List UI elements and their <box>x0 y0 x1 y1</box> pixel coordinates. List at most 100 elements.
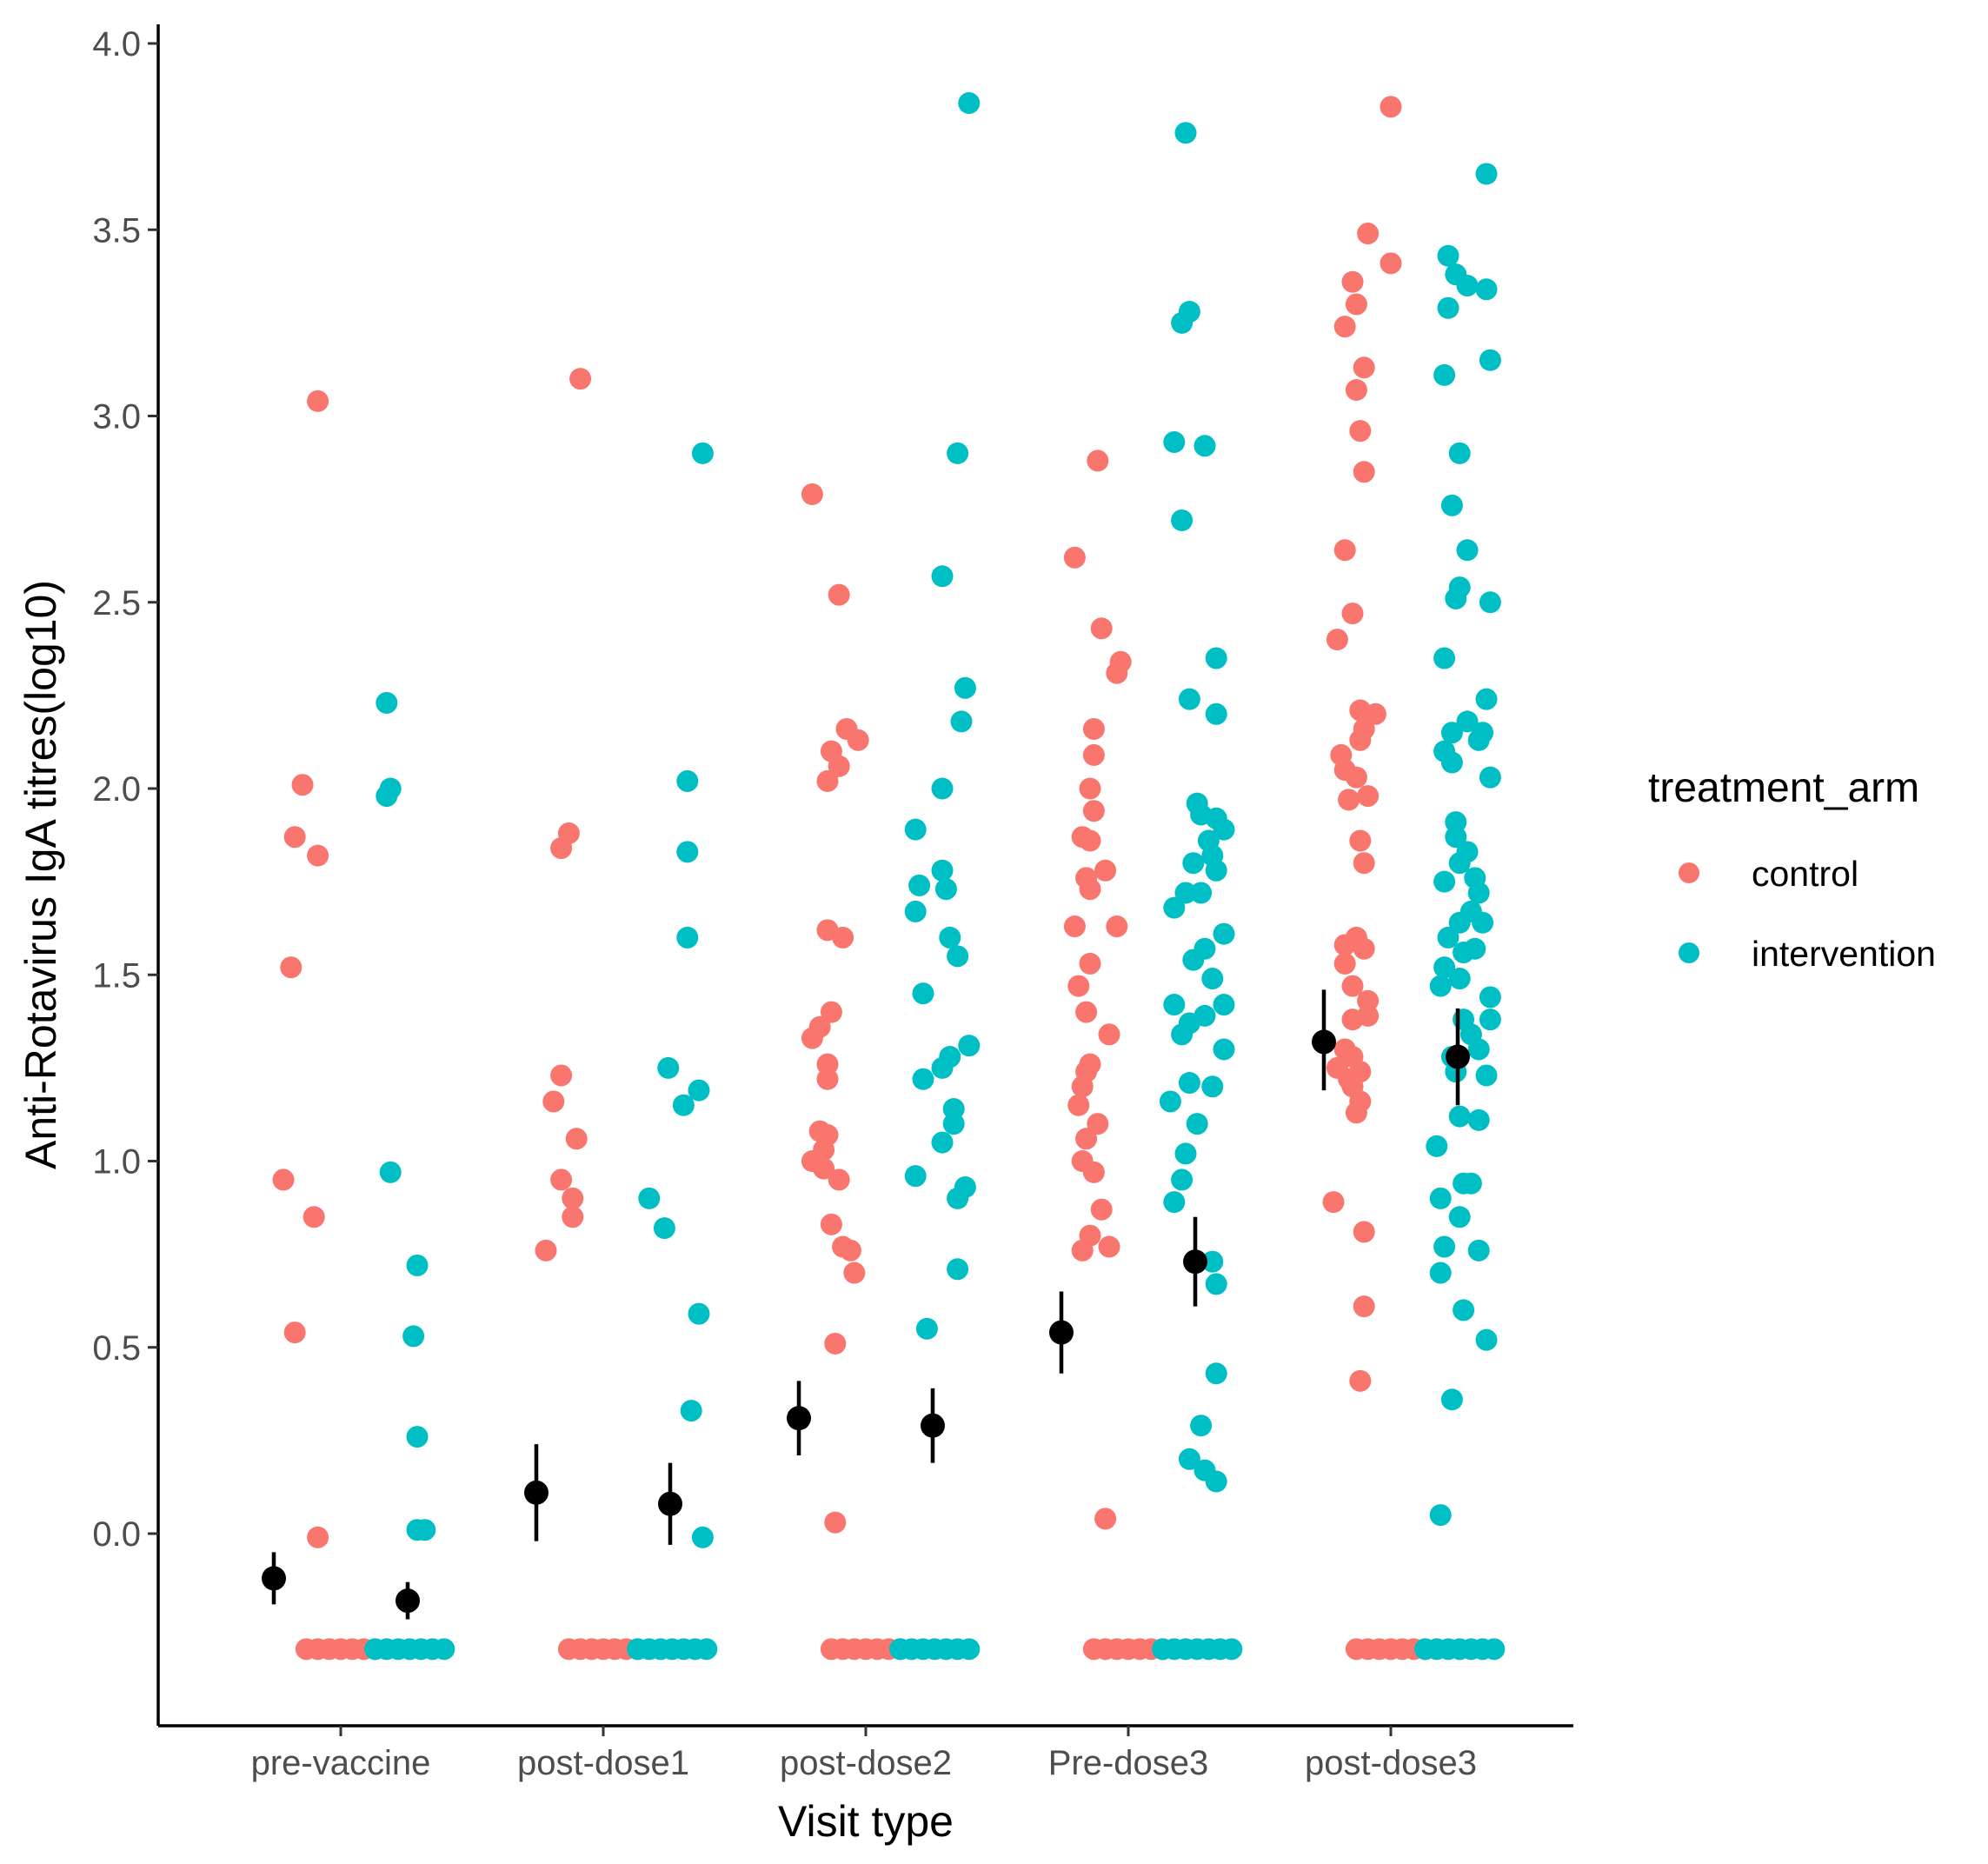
data-point-intervention <box>904 818 927 841</box>
data-point-control <box>1071 1075 1094 1098</box>
data-point-control <box>291 774 314 796</box>
y-tick-label: 2.0 <box>92 770 141 809</box>
data-point-intervention <box>672 1094 695 1116</box>
y-tick-label: 0.5 <box>92 1329 141 1368</box>
data-point-intervention <box>1429 1504 1452 1527</box>
data-point-intervention <box>1190 882 1213 904</box>
data-point-intervention <box>1467 1108 1490 1131</box>
data-point-control <box>839 1239 861 1262</box>
data-point-control <box>1071 826 1094 849</box>
y-tick-label: 0.0 <box>92 1515 141 1554</box>
data-point-intervention <box>1445 587 1467 609</box>
data-point-intervention <box>1479 986 1501 1009</box>
data-point-control <box>1341 270 1364 293</box>
data-point-intervention <box>1453 1299 1475 1321</box>
data-point-intervention <box>653 1217 675 1240</box>
data-point-intervention <box>1193 435 1216 457</box>
data-point-control <box>1357 989 1380 1012</box>
data-point-intervention <box>1437 296 1459 319</box>
data-point-intervention <box>1159 1090 1181 1113</box>
data-point-control <box>1345 1102 1367 1124</box>
legend-label-control: control <box>1752 854 1858 894</box>
data-point-intervention <box>691 1526 714 1548</box>
legend-label-intervention: intervention <box>1752 934 1936 974</box>
data-point-intervention <box>1213 922 1235 945</box>
data-point-intervention <box>1456 539 1479 562</box>
data-point-control <box>1079 952 1101 975</box>
data-point-intervention <box>406 1426 429 1448</box>
data-point-control <box>1380 96 1402 118</box>
legend-key-control <box>1679 862 1699 883</box>
data-point-control <box>1357 1004 1380 1027</box>
data-point-control <box>1353 1295 1375 1318</box>
data-point-control <box>828 1168 850 1191</box>
data-point-control <box>1106 915 1128 938</box>
data-point-control <box>550 1064 573 1087</box>
data-point-intervention <box>1475 1064 1498 1087</box>
y-ticks: 0.0 0.5 1.0 1.5 2.0 2.5 3.0 3.5 4.0 <box>92 25 158 1554</box>
data-point-control <box>816 769 839 792</box>
data-point-intervention <box>1220 1638 1243 1661</box>
data-point-intervention <box>931 859 954 882</box>
data-point-intervention <box>1178 1072 1200 1095</box>
data-point-intervention <box>688 1302 710 1325</box>
data-point-intervention <box>1440 751 1463 774</box>
mean-point <box>787 1406 811 1431</box>
data-point-control <box>535 1239 557 1262</box>
data-point-control <box>1082 1161 1105 1183</box>
data-point-intervention <box>1213 994 1235 1016</box>
data-point-control <box>847 729 869 751</box>
data-point-control <box>1094 859 1117 882</box>
data-point-control <box>1333 316 1356 338</box>
mean-point <box>921 1413 945 1438</box>
data-point-control <box>1349 420 1372 443</box>
data-point-intervention <box>1429 1187 1452 1209</box>
data-point-intervention <box>676 769 699 792</box>
data-point-control <box>1333 952 1356 975</box>
data-point-control <box>816 1068 839 1090</box>
data-point-control <box>1079 878 1101 901</box>
data-point-intervention <box>376 785 398 808</box>
data-point-intervention <box>947 1187 969 1209</box>
summary-markers <box>262 989 1470 1620</box>
data-point-control <box>1087 1113 1109 1135</box>
data-point-control <box>1067 1094 1090 1116</box>
data-point-intervention <box>934 878 957 901</box>
data-point-intervention <box>1448 1105 1471 1128</box>
data-point-intervention <box>931 565 954 588</box>
data-point-intervention <box>1475 163 1498 185</box>
data-point-intervention <box>1201 1250 1224 1273</box>
data-point-control <box>1333 539 1356 562</box>
data-point-control <box>1063 546 1086 569</box>
data-point-control <box>1090 1198 1113 1221</box>
data-point-intervention <box>1475 1328 1498 1351</box>
data-point-control <box>824 1332 847 1355</box>
data-point-intervention <box>954 676 976 699</box>
data-point-intervention <box>1174 882 1197 904</box>
data-point-intervention <box>376 691 398 714</box>
data-point-control <box>1082 717 1105 740</box>
data-point-intervention <box>931 1131 954 1154</box>
data-point-intervention <box>1475 688 1498 710</box>
data-point-intervention <box>931 1056 954 1079</box>
data-point-intervention <box>676 841 699 863</box>
data-point-intervention <box>402 1325 425 1348</box>
data-point-intervention <box>1479 349 1501 371</box>
data-point-intervention <box>958 1035 981 1057</box>
data-point-control <box>1353 852 1375 875</box>
data-point-control <box>801 483 823 505</box>
data-point-intervention <box>1433 647 1456 669</box>
data-point-control <box>283 826 306 849</box>
data-point-intervention <box>912 982 934 1005</box>
data-point-intervention <box>657 1056 680 1079</box>
data-point-control <box>569 368 592 390</box>
data-point-control <box>816 1053 839 1075</box>
data-point-intervention <box>379 1161 402 1183</box>
y-tick-label: 4.0 <box>92 25 141 63</box>
data-point-intervention <box>1437 926 1459 949</box>
data-point-intervention <box>1205 1362 1227 1385</box>
data-point-intervention <box>1445 826 1467 849</box>
data-point-intervention <box>1201 968 1224 990</box>
data-point-intervention <box>1433 1235 1456 1258</box>
